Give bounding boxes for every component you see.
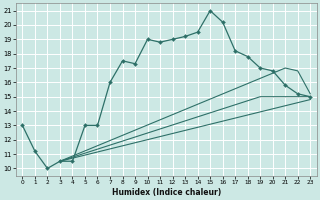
X-axis label: Humidex (Indice chaleur): Humidex (Indice chaleur) bbox=[112, 188, 221, 197]
